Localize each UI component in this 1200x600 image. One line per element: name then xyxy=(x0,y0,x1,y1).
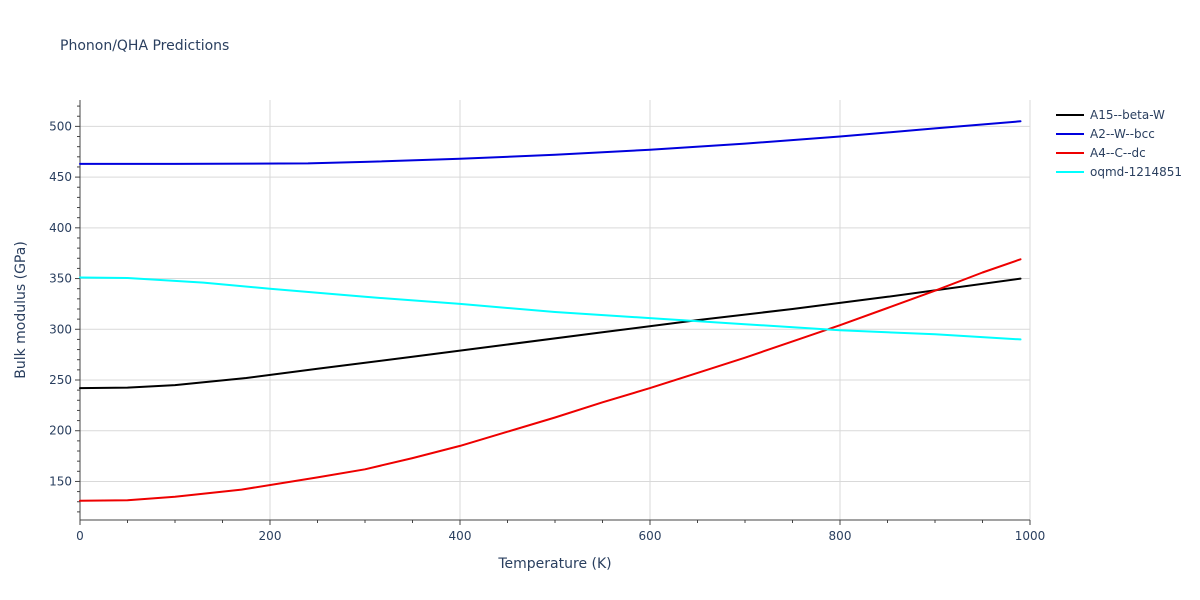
y-tick-label: 500 xyxy=(49,119,72,133)
y-axis-title: Bulk modulus (GPa) xyxy=(13,241,29,379)
series-line-4 xyxy=(79,276,1022,341)
y-tick-label: 200 xyxy=(49,424,72,438)
x-tick-label: 200 xyxy=(259,529,282,543)
axes-layer: 0 200 400 600 800 1000 150 200 250 300 350 400 450 50… xyxy=(49,100,1045,543)
legend-label: A2--W--bcc xyxy=(1090,127,1155,141)
x-tick-label: 800 xyxy=(829,529,852,543)
series-layer xyxy=(79,120,1022,502)
y-tick-label: 300 xyxy=(49,322,72,336)
chart-title: Phonon/QHA Predictions xyxy=(60,38,229,54)
x-tick-label: 1000 xyxy=(1015,529,1046,543)
series-line-3 xyxy=(79,258,1022,502)
y-tick-label: 450 xyxy=(49,170,72,184)
y-tick-label: 250 xyxy=(49,373,72,387)
x-tick-label: 600 xyxy=(639,529,662,543)
grid-layer xyxy=(80,100,1031,520)
legend-label: A15--beta-W xyxy=(1090,108,1165,122)
series-line-2 xyxy=(79,120,1022,165)
series-line-1 xyxy=(79,277,1022,390)
legend: A15--beta-W A2--W--bcc A4--C--dc oqmd-12148… xyxy=(1056,108,1182,179)
x-tick-label: 0 xyxy=(76,529,84,543)
y-tick-label: 350 xyxy=(49,272,72,286)
legend-label: A4--C--dc xyxy=(1090,146,1146,160)
x-tick-label: 400 xyxy=(449,529,472,543)
y-tick-label: 400 xyxy=(49,221,72,235)
y-tick-label: 150 xyxy=(49,474,72,488)
legend-label: oqmd-1214851 xyxy=(1090,165,1182,179)
x-axis-title: Temperature (K) xyxy=(497,556,611,572)
